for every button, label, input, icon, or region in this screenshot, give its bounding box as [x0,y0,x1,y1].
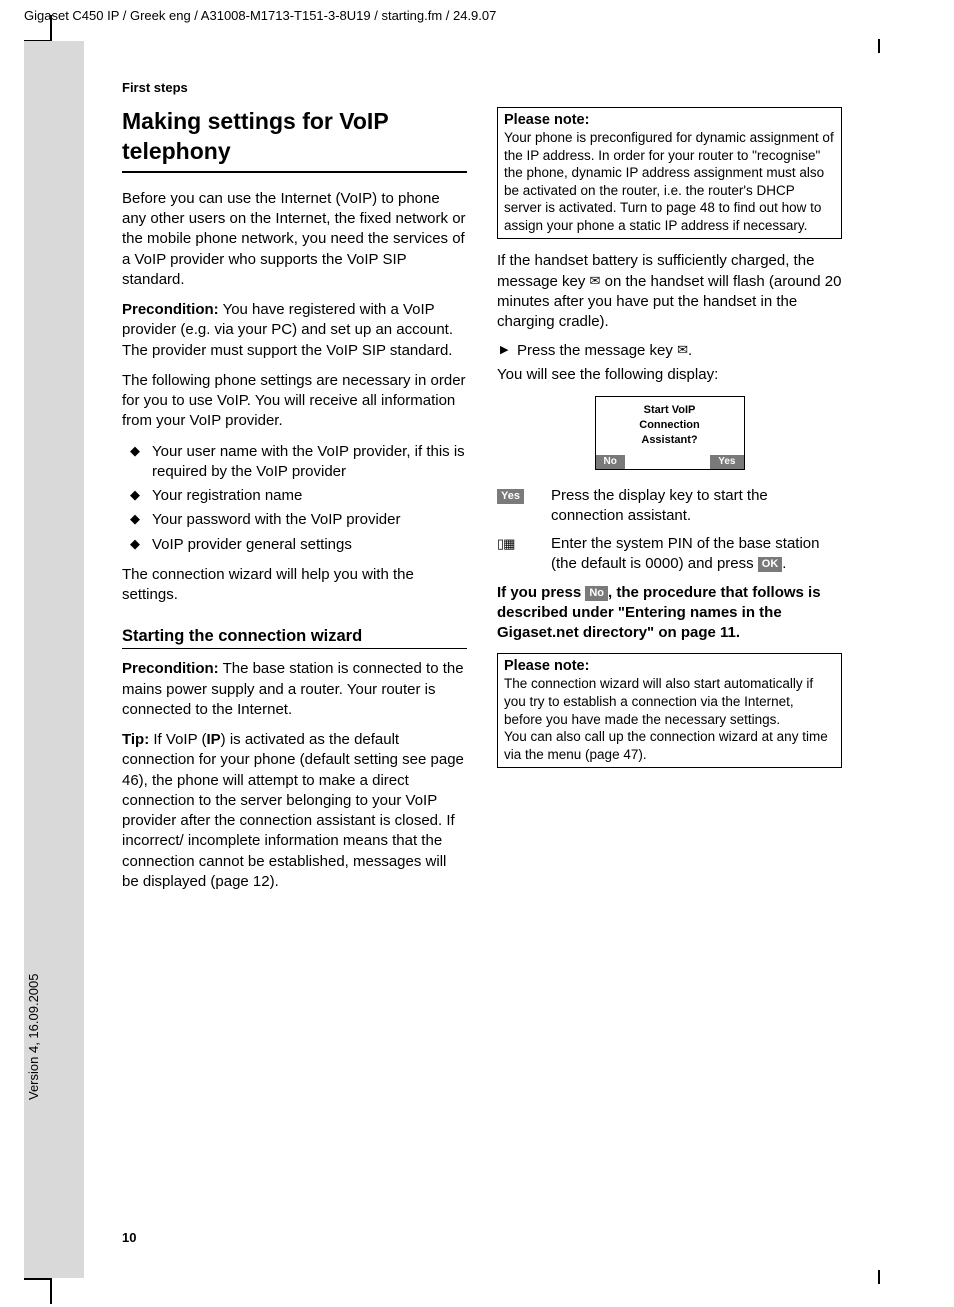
step-text-end: . [688,342,692,359]
section-heading: First steps [122,80,842,95]
ok-key-icon: OK [758,557,783,572]
crop-mark [878,39,880,53]
note-body-1: The connection wizard will also start au… [504,676,813,726]
envelope-icon: ✉ [677,342,688,358]
version-label: Version 4, 16.09.2005 [26,974,41,1101]
header-path: Gigaset C450 IP / Greek eng / A31008-M17… [24,8,496,23]
softkey-row: No Yes [596,455,744,469]
list-item: Your registration name [122,486,467,506]
intro-paragraph: Before you can use the Internet (VoIP) t… [122,189,467,290]
note-box-dhcp: Please note: Your phone is preconfigured… [497,107,842,239]
crop-mark [878,1270,880,1284]
display-line: Start VoIP [596,403,744,418]
list-item: Your user name with the VoIP provider, i… [122,442,467,483]
settings-intro: The following phone settings are necessa… [122,371,467,432]
crop-mark [50,15,52,41]
note-title: Please note: [504,112,835,128]
note-body: Your phone is preconfigured for dynamic … [504,129,835,234]
page-number: 10 [122,1230,136,1245]
list-item: Your password with the VoIP provider [122,510,467,530]
step-text: Press the message key [517,342,677,359]
pin-text-b: . [782,555,786,572]
display-line: Assistant? [596,433,744,448]
tip-label: Tip: [122,731,149,748]
def-text-yes: Press the display key to start the conne… [551,486,842,527]
def-icon-keypad: ▯▦ [497,534,539,575]
left-column: Making settings for VoIP telephony Befor… [122,107,467,902]
settings-list: Your user name with the VoIP provider, i… [122,442,467,555]
keypad-icon: ▯▦ [497,535,514,553]
manual-page: Gigaset C450 IP / Greek eng / A31008-M17… [0,0,954,1307]
precondition-label: Precondition: [122,660,219,677]
envelope-icon: ✉ [590,272,601,290]
right-column: Please note: Your phone is preconfigured… [497,107,842,902]
precondition-voip: Precondition: You have registered with a… [122,300,467,361]
tip-text-c: ) is activated as the default connection… [122,731,464,890]
def-icon-yes: Yes [497,486,539,527]
step-press-message: Press the message key ✉. [497,342,842,359]
note-body: The connection wizard will also start au… [504,675,835,763]
note-box-wizard: Please note: The connection wizard will … [497,653,842,768]
tip-text-a: If VoIP ( [149,731,206,748]
press-no-a: If you press [497,584,585,601]
note-body-2: You can also call up the connection wiza… [504,729,828,762]
battery-paragraph: If the handset battery is sufficiently c… [497,251,842,332]
tip-paragraph: Tip: If VoIP (IP) is activated as the de… [122,730,467,892]
subsection-heading: Starting the connection wizard [122,627,467,649]
note-title: Please note: [504,658,835,674]
precondition-label: Precondition: [122,301,219,318]
tip-ip-label: IP [206,731,220,748]
page-title: Making settings for VoIP telephony [122,107,467,173]
def-text-pin: Enter the system PIN of the base station… [551,534,842,575]
phone-display-mock: Start VoIP Connection Assistant? No Yes [595,396,745,470]
crop-mark [24,1278,50,1280]
wizard-help-text: The connection wizard will help you with… [122,565,467,606]
display-line: Connection [596,418,744,433]
precondition-base: Precondition: The base station is connec… [122,659,467,720]
definition-pin: ▯▦ Enter the system PIN of the base stat… [497,534,842,575]
content-area: First steps Making settings for VoIP tel… [122,80,842,902]
definition-yes: Yes Press the display key to start the c… [497,486,842,527]
display-intro: You will see the following display: [497,365,842,385]
phone-screen: Start VoIP Connection Assistant? No Yes [595,396,745,470]
yes-key-icon: Yes [497,489,524,504]
crop-mark [50,1278,52,1304]
softkey-no: No [596,455,625,469]
no-key-icon: No [585,586,608,601]
list-item: VoIP provider general settings [122,535,467,555]
press-no-paragraph: If you press No, the procedure that foll… [497,583,842,644]
softkey-yes: Yes [710,455,743,469]
